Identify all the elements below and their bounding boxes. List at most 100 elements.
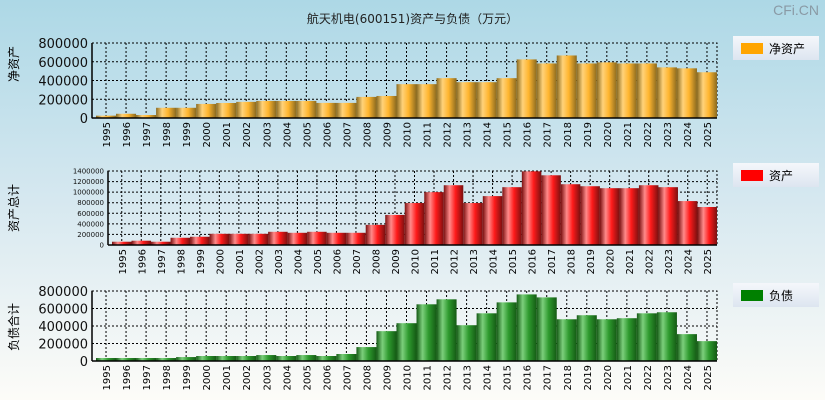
x-tick-label: 2013 bbox=[469, 249, 480, 274]
bar-1995 bbox=[96, 358, 117, 361]
bar-2012 bbox=[443, 185, 464, 245]
x-tick-label: 2019 bbox=[583, 122, 594, 147]
bar-2002 bbox=[236, 101, 257, 118]
y-tick-label: 400000 bbox=[38, 320, 88, 335]
bar-2016 bbox=[516, 59, 537, 118]
x-tick-label: 2014 bbox=[489, 249, 500, 274]
x-tick-label: 2017 bbox=[543, 122, 554, 147]
bar-2000 bbox=[196, 356, 217, 361]
bar-2012 bbox=[436, 299, 457, 361]
x-tick-label: 2005 bbox=[302, 365, 313, 390]
bar-2024 bbox=[676, 68, 697, 118]
bar-2006 bbox=[316, 356, 337, 361]
x-tick-label: 2010 bbox=[403, 365, 414, 390]
x-tick-label: 2001 bbox=[235, 249, 246, 274]
bar-2021 bbox=[616, 63, 637, 118]
bar-1995 bbox=[96, 115, 117, 118]
bar-1999 bbox=[176, 357, 197, 361]
bar-1996 bbox=[131, 240, 152, 245]
bar-2021 bbox=[616, 318, 637, 361]
x-tick-label: 2019 bbox=[586, 249, 597, 274]
x-tick-label: 2018 bbox=[567, 249, 578, 274]
x-tick-label: 2003 bbox=[262, 122, 273, 147]
bar-2020 bbox=[596, 62, 617, 118]
bar-2012 bbox=[436, 78, 457, 118]
bar-2022 bbox=[636, 313, 657, 361]
x-tick-label: 2002 bbox=[254, 249, 265, 274]
bar-2024 bbox=[677, 201, 698, 245]
x-tick-label: 2023 bbox=[664, 249, 675, 274]
x-tick-label: 2000 bbox=[215, 249, 226, 274]
bar-2003 bbox=[256, 100, 277, 118]
bar-2021 bbox=[619, 188, 639, 245]
x-tick-label: 2003 bbox=[274, 249, 285, 274]
panel-1: 资产总计 0 200000 400000 600000 800000 1000000 1200… bbox=[7, 168, 718, 274]
chart-title: 航天机电(600151)资产与负债（万元） bbox=[306, 12, 519, 26]
bar-2023 bbox=[658, 187, 678, 245]
bar-1997 bbox=[136, 115, 157, 118]
x-tick-label: 1999 bbox=[196, 249, 207, 274]
x-tick-label: 2000 bbox=[202, 122, 213, 147]
y-tick-label: 0 bbox=[80, 355, 88, 370]
bar-2013 bbox=[456, 325, 477, 361]
bar-2017 bbox=[541, 175, 561, 245]
x-tick-label: 2021 bbox=[625, 249, 636, 274]
bar-2007 bbox=[336, 102, 357, 118]
bar-2010 bbox=[396, 323, 417, 361]
bar-2003 bbox=[268, 231, 288, 245]
bar-2008 bbox=[356, 347, 377, 361]
x-tick-label: 2021 bbox=[623, 365, 634, 390]
bar-1997 bbox=[151, 241, 171, 245]
panel-2: 负债合计 0 200000 400000 600000 800000 1995 1996 199… bbox=[6, 285, 718, 390]
bar-2004 bbox=[287, 232, 308, 245]
x-tick-label: 1997 bbox=[142, 122, 153, 147]
bar-2005 bbox=[296, 100, 317, 118]
x-tick-label: 2006 bbox=[322, 122, 333, 147]
panel-0: 净资产 0 200000 400000 600000 800000 1995 1996 1997… bbox=[7, 37, 718, 147]
x-tick-label: 2009 bbox=[391, 249, 402, 274]
bar-2025 bbox=[696, 341, 717, 361]
x-tick-label: 1996 bbox=[137, 249, 148, 274]
x-tick-label: 2004 bbox=[293, 249, 304, 274]
x-tick-label: 2005 bbox=[302, 122, 313, 147]
bar-2011 bbox=[416, 304, 437, 361]
x-tick-label: 2023 bbox=[663, 365, 674, 390]
y-axis-label: 负债合计 bbox=[6, 303, 21, 351]
x-tick-label: 2025 bbox=[703, 365, 714, 390]
x-tick-label: 1999 bbox=[182, 122, 193, 147]
x-tick-label: 2001 bbox=[222, 365, 233, 390]
y-axis-label: 净资产 bbox=[7, 46, 21, 82]
bar-2001 bbox=[216, 356, 237, 361]
x-tick-label: 2022 bbox=[645, 249, 656, 274]
x-tick-label: 1998 bbox=[162, 365, 173, 390]
bar-2022 bbox=[636, 63, 657, 118]
y-axis-label: 资产总计 bbox=[7, 184, 21, 232]
x-tick-label: 2015 bbox=[508, 249, 519, 274]
legend-swatch bbox=[741, 289, 763, 301]
x-tick-label: 2004 bbox=[282, 365, 293, 390]
bar-2004 bbox=[276, 356, 297, 361]
x-tick-label: 2000 bbox=[202, 365, 213, 390]
bar-2000 bbox=[196, 103, 217, 118]
x-tick-label: 2004 bbox=[282, 122, 293, 147]
x-tick-label: 2001 bbox=[222, 122, 233, 147]
x-tick-label: 2010 bbox=[411, 249, 422, 274]
legend-net-assets: 净资产 bbox=[733, 36, 819, 60]
bar-2024 bbox=[676, 334, 697, 361]
bar-2008 bbox=[365, 224, 386, 245]
x-tick-label: 2016 bbox=[523, 122, 534, 147]
y-tick-label: 600000 bbox=[77, 210, 104, 218]
legend-label: 净资产 bbox=[769, 41, 806, 56]
x-tick-label: 2012 bbox=[450, 249, 461, 274]
x-tick-label: 2008 bbox=[362, 365, 373, 390]
x-tick-label: 2022 bbox=[643, 122, 654, 147]
y-tick-label: 200000 bbox=[38, 93, 88, 108]
bar-2018 bbox=[556, 55, 577, 118]
x-tick-label: 2011 bbox=[430, 249, 441, 274]
x-tick-label: 2024 bbox=[684, 249, 695, 274]
x-tick-label: 1998 bbox=[162, 122, 173, 147]
x-tick-label: 2018 bbox=[563, 122, 574, 147]
bar-2020 bbox=[599, 188, 620, 245]
y-tick-label: 600000 bbox=[38, 56, 88, 71]
x-tick-label: 2015 bbox=[503, 122, 514, 147]
